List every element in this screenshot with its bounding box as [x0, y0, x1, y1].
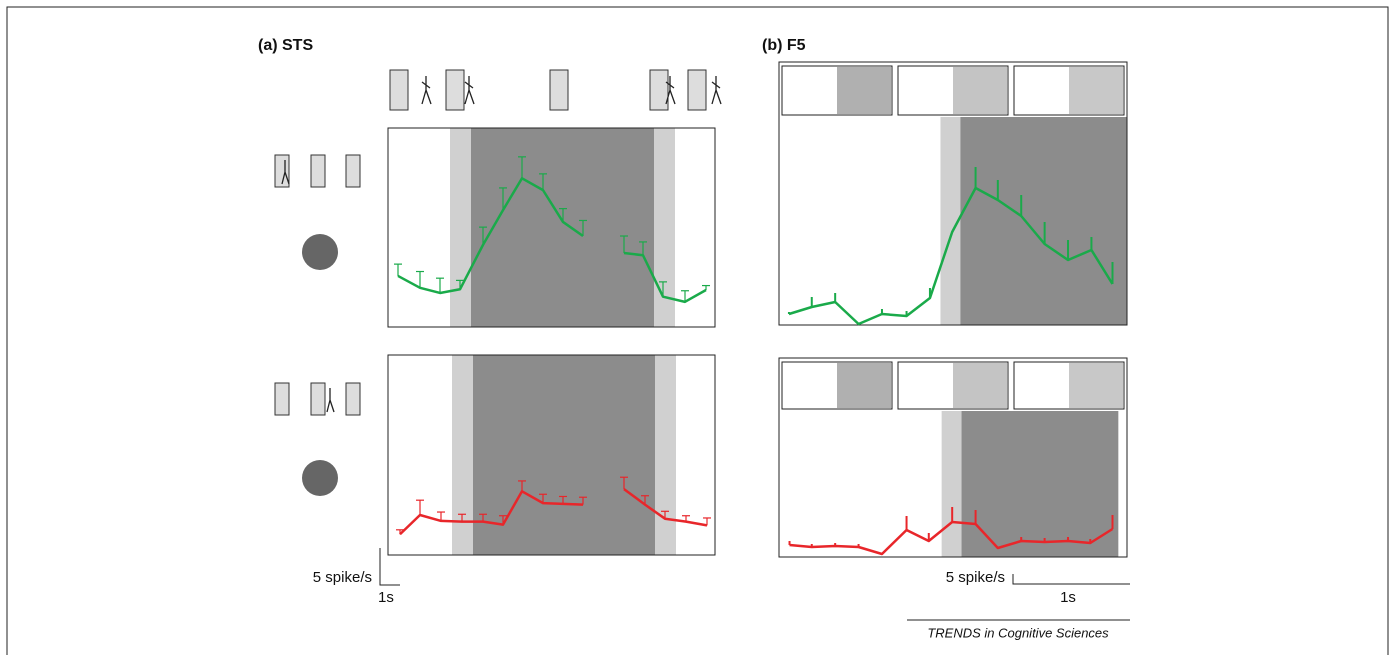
stimulus-band — [471, 128, 654, 327]
scale-label: 5 spike/s — [946, 569, 1005, 586]
stimulus-band — [452, 355, 473, 555]
scale-label: 1s — [1060, 589, 1076, 606]
panel-label: (a) STS — [258, 37, 313, 54]
credit: TRENDS in Cognitive Sciences — [927, 625, 1109, 640]
scale-label: 5 spike/s — [313, 569, 372, 586]
stimulus-band — [960, 117, 1127, 325]
scale-bar — [380, 548, 400, 585]
video-frame-shade — [837, 67, 891, 114]
stimulus-band — [450, 128, 471, 327]
charts — [388, 62, 1127, 557]
video-frame-shade — [953, 67, 1007, 114]
video-frame-shade — [1069, 363, 1123, 408]
stimulus-band — [655, 355, 676, 555]
scale-label: 1s — [378, 589, 394, 606]
figure: (a) STS (b) F5 5 spike/s 1s 5 spike/s 1s… — [0, 0, 1395, 655]
head-icon — [302, 234, 338, 270]
panel-label: (b) F5 — [762, 37, 806, 54]
stimulus-band — [942, 411, 962, 557]
scale-bar — [1013, 574, 1130, 584]
video-frame-shade — [953, 363, 1007, 408]
video-frame-shade — [837, 363, 891, 408]
head-icon — [302, 460, 338, 496]
video-frame-shade — [1069, 67, 1123, 114]
